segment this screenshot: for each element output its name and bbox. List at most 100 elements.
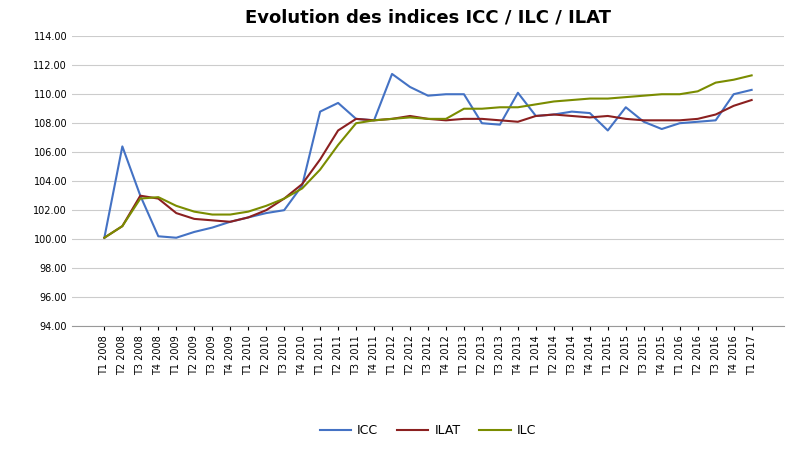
ILAT [585,115,594,120]
ICC [279,207,289,213]
ILC [243,209,253,214]
ILC [135,196,145,201]
ILC [459,106,469,111]
ILAT [675,118,685,123]
ILC [729,77,738,82]
ICC [243,215,253,220]
ILC [711,80,721,85]
ICC [531,113,541,119]
ILAT [135,193,145,198]
ILC [477,106,486,111]
Line: ILC: ILC [104,75,752,238]
ILAT [351,116,361,121]
ICC [406,84,415,90]
ILC [513,105,522,110]
ICC [298,183,307,188]
ILAT [567,113,577,119]
ILC [315,167,325,172]
ILC [675,92,685,97]
ILAT [334,128,343,133]
ICC [711,118,721,123]
ILAT [171,210,181,216]
ICC [441,92,450,97]
ILC [154,194,163,200]
ILC [351,120,361,126]
ILC [334,142,343,148]
ILC [387,116,397,121]
ICC [118,144,127,149]
ICC [370,118,379,123]
ILC [298,186,307,191]
ICC [171,235,181,241]
ILC [585,96,594,101]
ILC [171,203,181,208]
ICC [459,92,469,97]
ILAT [747,97,757,103]
ILAT [154,196,163,201]
ICC [423,93,433,98]
ICC [657,126,666,132]
ILAT [639,118,649,123]
ILAT [657,118,666,123]
ICC [190,229,199,235]
Line: ILAT: ILAT [104,100,752,238]
ILC [441,116,450,121]
ILAT [495,118,505,123]
ICC [729,92,738,97]
ILC [99,235,109,241]
ILC [226,212,235,217]
ICC [621,105,630,110]
ICC [262,210,271,216]
ICC [315,109,325,114]
ICC [603,128,613,133]
ICC [387,71,397,77]
ILC [423,116,433,121]
ILAT [459,116,469,121]
ILAT [513,119,522,125]
ILAT [423,116,433,121]
ICC [513,90,522,96]
ILAT [243,215,253,220]
ILAT [226,219,235,225]
ILAT [711,112,721,117]
ILAT [370,118,379,123]
ICC [495,122,505,127]
ILAT [603,113,613,119]
ICC [675,120,685,126]
ILC [621,94,630,100]
ILAT [207,217,217,223]
ILAT [477,116,486,121]
ILC [693,89,702,94]
ILAT [298,181,307,187]
ICC [226,219,235,225]
ILC [207,212,217,217]
ILC [549,99,558,104]
ILC [279,196,289,201]
ILC [262,203,271,208]
Title: Evolution des indices ICC / ILC / ILAT: Evolution des indices ICC / ILC / ILAT [245,8,611,26]
ICC [351,116,361,121]
ICC [693,119,702,125]
ILAT [531,113,541,119]
ILC [531,101,541,107]
ICC [99,235,109,241]
ICC [639,119,649,125]
ICC [477,120,486,126]
ILC [118,223,127,229]
Legend: ICC, ILAT, ILC: ICC, ILAT, ILC [314,419,542,443]
ILAT [99,235,109,241]
ICC [154,234,163,239]
ILAT [279,196,289,201]
ILAT [406,113,415,119]
ILAT [262,207,271,213]
ICC [747,87,757,92]
ICC [207,225,217,230]
ILC [190,209,199,214]
ILC [495,105,505,110]
ILC [639,93,649,98]
ICC [567,109,577,114]
ICC [334,100,343,106]
ILC [406,115,415,120]
ILAT [693,116,702,121]
ILAT [315,157,325,162]
